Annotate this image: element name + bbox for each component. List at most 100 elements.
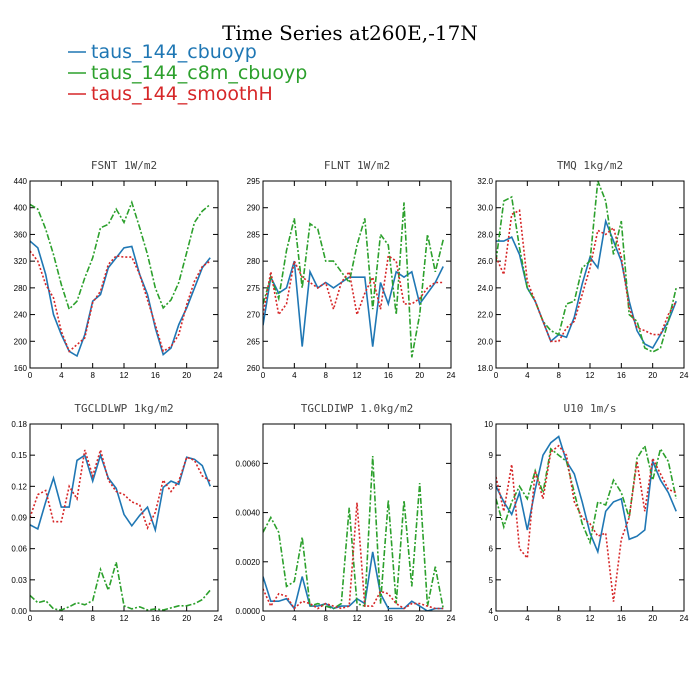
series-line [30,240,211,358]
series-line [30,199,211,311]
y-tick-label: 26.0 [477,257,493,266]
x-tick-label: 20 [648,371,657,380]
chart-panel: TGCLDIWP 1.0kg/m2 0 4 8 12 16 20 24 0.0000 0.0020… [236,402,456,623]
x-tick-label: 8 [556,614,561,623]
y-tick-label: 0.0020 [236,558,261,567]
x-tick-label: 20 [415,371,424,380]
y-tick-label: 280 [247,257,261,266]
x-tick-label: 0 [28,371,33,380]
x-tick-label: 12 [586,371,595,380]
x-tick-label: 8 [323,614,328,623]
x-tick-label: 8 [90,371,95,380]
y-tick-label: 290 [247,204,261,213]
y-tick-label: 0.0000 [236,607,261,616]
x-tick-label: 12 [353,371,362,380]
x-tick-label: 16 [617,371,626,380]
y-tick-label: 265 [247,337,261,346]
x-tick-label: 4 [59,371,64,380]
y-tick-label: 295 [247,177,261,186]
x-tick-label: 0 [28,614,33,623]
panel-title: U10 1m/s [564,402,617,415]
series-line [30,561,211,611]
panels: FSNT 1W/m20 4 8 12 16 20 241602002402803203604… [11,159,689,623]
x-tick-label: 16 [151,614,160,623]
x-tick-label: 16 [384,371,393,380]
y-tick-label: 6 [489,545,494,554]
series-line [496,218,677,350]
x-tick-label: 12 [353,614,362,623]
series-line [30,447,211,530]
series-line [496,435,677,555]
y-tick-label: 240 [14,311,28,320]
y-tick-label: 440 [14,177,28,186]
y-tick-label: 260 [247,364,261,373]
y-tick-label: 4 [489,607,494,616]
chart-panel: TMQ 1kg/m2 0 4 8 12 16 20 24 18.0 20.0 22.0 24.0 26.… [477,159,689,380]
y-tick-label: 360 [14,230,28,239]
x-tick-label: 12 [120,371,129,380]
panel-title: TGCLDIWP 1.0kg/m2 [301,402,414,415]
series-line [30,250,211,353]
y-tick-label: 0.00 [11,607,27,616]
x-tick-label: 24 [447,371,456,380]
figure-title: Time Series at260E,-17N [222,21,478,45]
series-line [496,181,677,353]
legend: taus_144_cbuoyptaus_144_c8m_cbuoyptaus_1… [68,41,307,105]
panel-title: TGCLDLWP 1kg/m2 [74,402,173,415]
x-tick-label: 24 [214,371,223,380]
series-line [263,260,444,347]
legend-entry: taus_144_c8m_cbuoyp [91,62,307,84]
series-line [496,444,677,602]
series-line [263,551,444,611]
y-tick-label: 0.0040 [236,509,261,518]
x-tick-label: 4 [292,614,297,623]
y-tick-label: 10 [484,420,493,429]
x-tick-label: 16 [151,371,160,380]
plot-frame [262,180,452,369]
panel-title: FLNT 1W/m2 [324,159,390,172]
x-tick-label: 20 [648,614,657,623]
x-tick-label: 4 [59,614,64,623]
y-tick-label: 5 [489,576,494,585]
series-line [496,209,677,343]
x-tick-label: 20 [415,614,424,623]
y-tick-label: 8 [489,482,494,491]
series-line [263,455,444,610]
y-tick-label: 0.06 [11,545,27,554]
y-tick-label: 9 [489,451,494,460]
y-tick-label: 160 [14,364,28,373]
y-tick-label: 0.18 [11,420,27,429]
y-tick-label: 32.0 [477,177,493,186]
plot-frame [29,180,219,369]
y-tick-label: 0.0060 [236,459,261,468]
series-line [263,502,444,610]
y-tick-label: 0.09 [11,514,27,523]
y-tick-label: 200 [14,337,28,346]
x-tick-label: 16 [617,614,626,623]
x-tick-label: 0 [261,614,266,623]
y-tick-label: 0.03 [11,576,27,585]
x-tick-label: 24 [680,614,689,623]
x-tick-label: 24 [680,371,689,380]
y-tick-label: 30.0 [477,204,493,213]
x-tick-label: 8 [556,371,561,380]
y-tick-label: 0.12 [11,482,27,491]
series-line [496,443,677,546]
y-tick-label: 320 [14,257,28,266]
y-tick-label: 400 [14,204,28,213]
plot-frame [262,423,452,612]
y-tick-label: 270 [247,311,261,320]
legend-entry: taus_144_smoothH [91,83,273,105]
panel-title: FSNT 1W/m2 [91,159,157,172]
x-tick-label: 0 [261,371,266,380]
x-tick-label: 12 [586,614,595,623]
chart-panel: FSNT 1W/m2 0 4 8 12 16 20 24 160 200 240 280 320 360 4… [14,159,223,380]
x-tick-label: 24 [214,614,223,623]
x-tick-label: 12 [120,614,129,623]
y-tick-label: 20.0 [477,337,493,346]
panel-title: TMQ 1kg/m2 [557,159,623,172]
y-tick-label: 0.15 [11,451,27,460]
x-tick-label: 20 [182,371,191,380]
